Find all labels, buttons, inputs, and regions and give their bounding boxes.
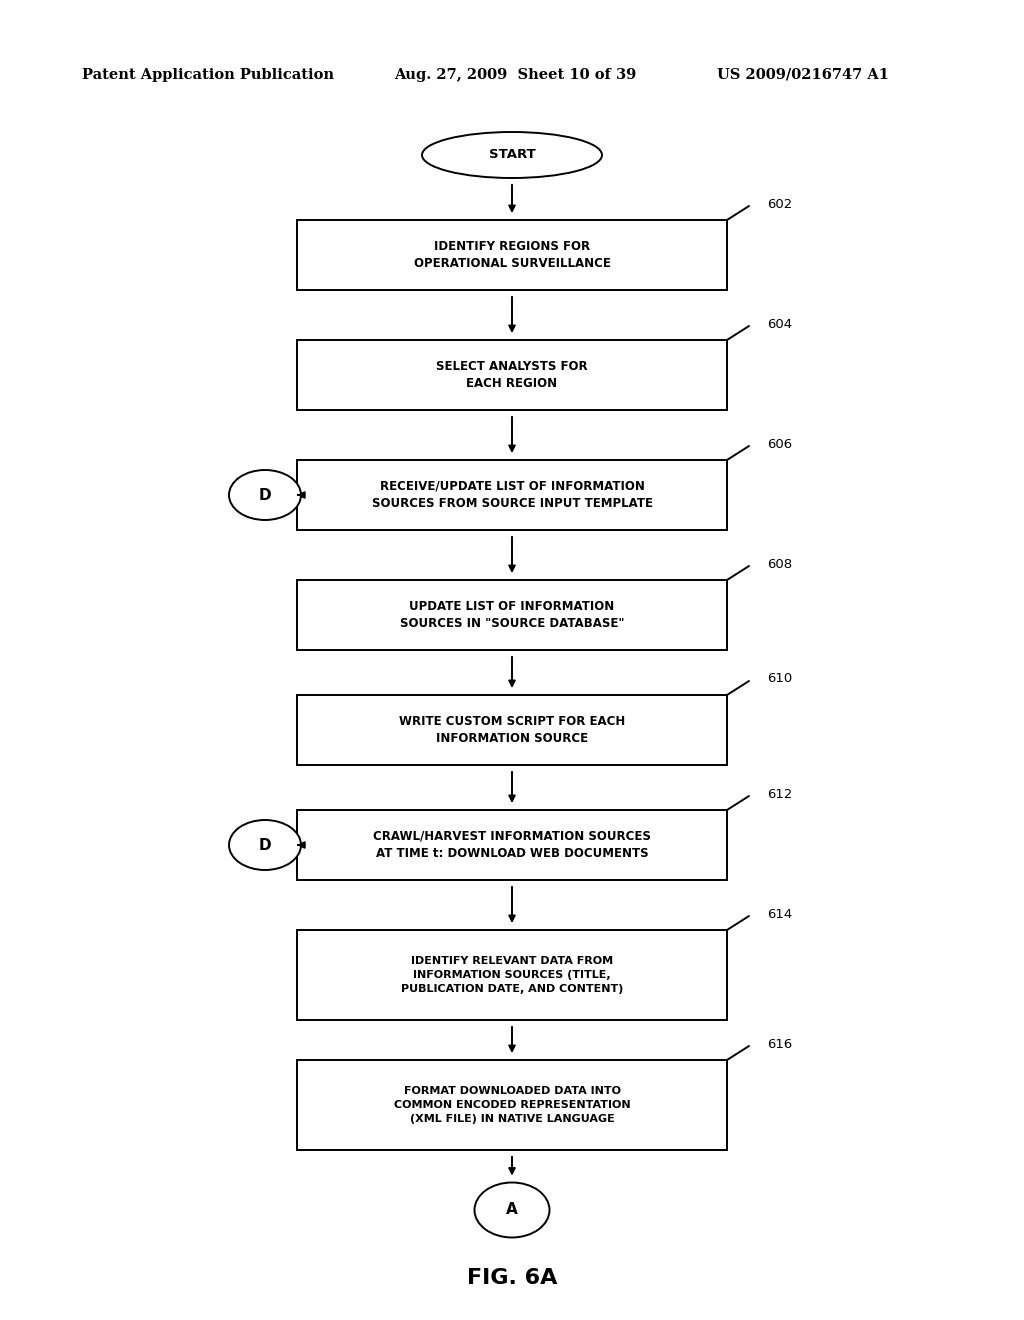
Ellipse shape [422, 132, 602, 178]
Text: 610: 610 [767, 672, 793, 685]
Bar [297, 341, 727, 411]
Text: 604: 604 [767, 318, 793, 330]
Text: FORMAT DOWNLOADED DATA INTO
COMMON ENCODED REPRESENTATION
(XML FILE) IN NATIVE L: FORMAT DOWNLOADED DATA INTO COMMON ENCOD… [393, 1086, 631, 1123]
Bar [297, 810, 727, 880]
Text: Patent Application Publication: Patent Application Publication [82, 69, 334, 82]
Bar [297, 1060, 727, 1150]
Ellipse shape [229, 820, 301, 870]
Bar [297, 459, 727, 531]
Text: IDENTIFY RELEVANT DATA FROM
INFORMATION SOURCES (TITLE,
PUBLICATION DATE, AND CO: IDENTIFY RELEVANT DATA FROM INFORMATION … [400, 957, 624, 994]
Text: RECEIVE/UPDATE LIST OF INFORMATION
SOURCES FROM SOURCE INPUT TEMPLATE: RECEIVE/UPDATE LIST OF INFORMATION SOURC… [372, 479, 652, 511]
Text: 614: 614 [767, 908, 793, 920]
Text: A: A [506, 1203, 518, 1217]
Text: 602: 602 [767, 198, 793, 210]
Ellipse shape [474, 1183, 550, 1238]
Text: CRAWL/HARVEST INFORMATION SOURCES
AT TIME t: DOWNLOAD WEB DOCUMENTS: CRAWL/HARVEST INFORMATION SOURCES AT TIM… [373, 830, 651, 861]
Text: 616: 616 [767, 1038, 793, 1051]
Text: SELECT ANALYSTS FOR
EACH REGION: SELECT ANALYSTS FOR EACH REGION [436, 360, 588, 391]
Text: D: D [259, 487, 271, 503]
Bar [297, 696, 727, 766]
Text: D: D [259, 837, 271, 853]
Text: 606: 606 [767, 437, 793, 450]
Text: 608: 608 [767, 557, 793, 570]
Text: 612: 612 [767, 788, 793, 800]
Bar [297, 220, 727, 290]
Text: US 2009/0216747 A1: US 2009/0216747 A1 [717, 69, 889, 82]
Text: START: START [488, 149, 536, 161]
Text: Aug. 27, 2009  Sheet 10 of 39: Aug. 27, 2009 Sheet 10 of 39 [394, 69, 637, 82]
Ellipse shape [229, 470, 301, 520]
Bar [297, 579, 727, 649]
Text: UPDATE LIST OF INFORMATION
SOURCES IN "SOURCE DATABASE": UPDATE LIST OF INFORMATION SOURCES IN "S… [399, 599, 625, 630]
Text: IDENTIFY REGIONS FOR
OPERATIONAL SURVEILLANCE: IDENTIFY REGIONS FOR OPERATIONAL SURVEIL… [414, 240, 610, 271]
Text: FIG. 6A: FIG. 6A [467, 1269, 557, 1288]
Text: WRITE CUSTOM SCRIPT FOR EACH
INFORMATION SOURCE: WRITE CUSTOM SCRIPT FOR EACH INFORMATION… [399, 714, 625, 746]
Bar [297, 931, 727, 1020]
